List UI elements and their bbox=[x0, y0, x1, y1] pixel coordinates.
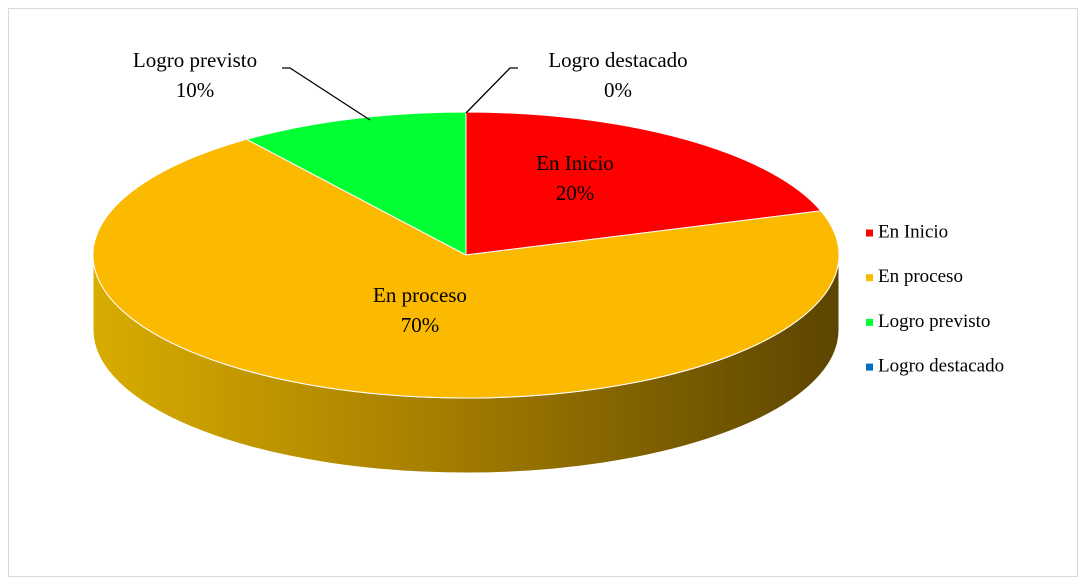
legend-label: En proceso bbox=[878, 266, 963, 287]
legend-swatch bbox=[866, 229, 873, 237]
data-label-value: 20% bbox=[556, 181, 595, 205]
pie-slice bbox=[245, 111, 467, 256]
pie-slice bbox=[465, 111, 822, 256]
legend-swatch bbox=[866, 363, 873, 371]
data-labels: En Inicio 20% En proceso 70% Logro previsto 1… bbox=[133, 48, 688, 337]
legend-label: Logro destacado bbox=[878, 355, 1004, 376]
data-label-name: En Inicio bbox=[536, 151, 614, 175]
data-label-value: 10% bbox=[176, 78, 215, 102]
legend: En Inicio En proceso Logro previsto Logro d… bbox=[866, 221, 1004, 376]
legend-label: Logro previsto bbox=[878, 311, 990, 332]
legend-swatch bbox=[866, 318, 873, 326]
pie-slice bbox=[92, 138, 840, 399]
data-label-value: 0% bbox=[604, 78, 632, 102]
leader-line bbox=[282, 67, 371, 121]
data-label-value: 70% bbox=[401, 313, 440, 337]
leader-line bbox=[465, 67, 518, 114]
data-label-name: Logro previsto bbox=[133, 48, 257, 72]
legend-swatch bbox=[866, 274, 873, 282]
data-label-name: Logro destacado bbox=[548, 48, 687, 72]
legend-label: En Inicio bbox=[878, 221, 948, 242]
data-label-name: En proceso bbox=[373, 283, 467, 307]
pie bbox=[92, 111, 840, 474]
